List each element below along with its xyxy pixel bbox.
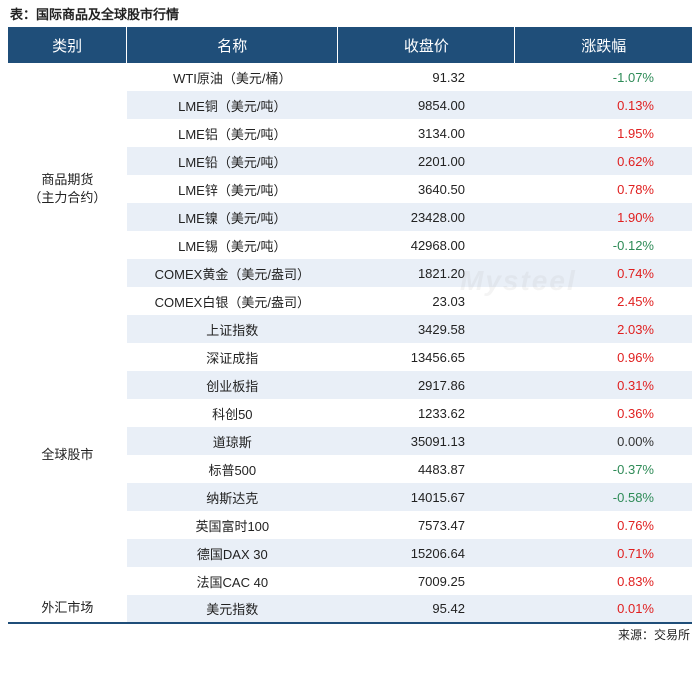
name-cell: 纳斯达克: [127, 483, 338, 511]
name-cell: LME铝（美元/吨）: [127, 119, 338, 147]
price-cell: 13456.65: [338, 343, 515, 371]
change-cell: -0.37%: [515, 455, 692, 483]
name-cell: LME镍（美元/吨）: [127, 203, 338, 231]
name-cell: LME锌（美元/吨）: [127, 175, 338, 203]
change-cell: 0.74%: [515, 259, 692, 287]
change-cell: -0.58%: [515, 483, 692, 511]
change-cell: 0.96%: [515, 343, 692, 371]
price-cell: 23.03: [338, 287, 515, 315]
price-cell: 23428.00: [338, 203, 515, 231]
header-change: 涨跌幅: [515, 27, 692, 63]
header-category: 类别: [8, 27, 127, 63]
change-cell: 0.31%: [515, 371, 692, 399]
market-table: 类别 名称 收盘价 涨跌幅 商品期货（主力合约）WTI原油（美元/桶）91.32…: [8, 27, 692, 624]
category-cell: 外汇市场: [8, 595, 127, 623]
price-cell: 95.42: [338, 595, 515, 623]
name-cell: 科创50: [127, 399, 338, 427]
name-cell: 法国CAC 40: [127, 567, 338, 595]
name-cell: 深证成指: [127, 343, 338, 371]
change-cell: 0.36%: [515, 399, 692, 427]
name-cell: LME铜（美元/吨）: [127, 91, 338, 119]
name-cell: COMEX白银（美元/盎司）: [127, 287, 338, 315]
name-cell: 道琼斯: [127, 427, 338, 455]
change-cell: 0.76%: [515, 511, 692, 539]
name-cell: 标普500: [127, 455, 338, 483]
price-cell: 35091.13: [338, 427, 515, 455]
change-cell: 0.13%: [515, 91, 692, 119]
price-cell: 1821.20: [338, 259, 515, 287]
category-cell: 商品期货（主力合约）: [8, 63, 127, 315]
change-cell: 0.83%: [515, 567, 692, 595]
change-cell: -1.07%: [515, 63, 692, 91]
price-cell: 1233.62: [338, 399, 515, 427]
change-cell: 2.45%: [515, 287, 692, 315]
price-cell: 2201.00: [338, 147, 515, 175]
header-price: 收盘价: [338, 27, 515, 63]
price-cell: 7009.25: [338, 567, 515, 595]
table-row: 全球股市上证指数3429.582.03%: [8, 315, 692, 343]
price-cell: 3640.50: [338, 175, 515, 203]
price-cell: 42968.00: [338, 231, 515, 259]
table-row: 商品期货（主力合约）WTI原油（美元/桶）91.32-1.07%: [8, 63, 692, 91]
name-cell: COMEX黄金（美元/盎司）: [127, 259, 338, 287]
change-cell: 0.01%: [515, 595, 692, 623]
name-cell: LME锡（美元/吨）: [127, 231, 338, 259]
change-cell: -0.12%: [515, 231, 692, 259]
name-cell: 上证指数: [127, 315, 338, 343]
price-cell: 2917.86: [338, 371, 515, 399]
change-cell: 0.00%: [515, 427, 692, 455]
price-cell: 15206.64: [338, 539, 515, 567]
header-row: 类别 名称 收盘价 涨跌幅: [8, 27, 692, 63]
price-cell: 3429.58: [338, 315, 515, 343]
name-cell: 英国富时100: [127, 511, 338, 539]
category-cell: 全球股市: [8, 315, 127, 595]
table-row: 外汇市场美元指数95.420.01%: [8, 595, 692, 623]
name-cell: WTI原油（美元/桶）: [127, 63, 338, 91]
price-cell: 91.32: [338, 63, 515, 91]
price-cell: 4483.87: [338, 455, 515, 483]
name-cell: 创业板指: [127, 371, 338, 399]
price-cell: 9854.00: [338, 91, 515, 119]
header-name: 名称: [127, 27, 338, 63]
name-cell: 美元指数: [127, 595, 338, 623]
table-body: 商品期货（主力合约）WTI原油（美元/桶）91.32-1.07%LME铜（美元/…: [8, 63, 692, 623]
change-cell: 1.95%: [515, 119, 692, 147]
change-cell: 0.71%: [515, 539, 692, 567]
table-title: 表：国际商品及全球股市行情: [8, 4, 692, 23]
price-cell: 3134.00: [338, 119, 515, 147]
name-cell: 德国DAX 30: [127, 539, 338, 567]
price-cell: 14015.67: [338, 483, 515, 511]
name-cell: LME铅（美元/吨）: [127, 147, 338, 175]
change-cell: 0.62%: [515, 147, 692, 175]
price-cell: 7573.47: [338, 511, 515, 539]
change-cell: 0.78%: [515, 175, 692, 203]
source-label: 来源：交易所: [8, 626, 692, 643]
change-cell: 2.03%: [515, 315, 692, 343]
change-cell: 1.90%: [515, 203, 692, 231]
